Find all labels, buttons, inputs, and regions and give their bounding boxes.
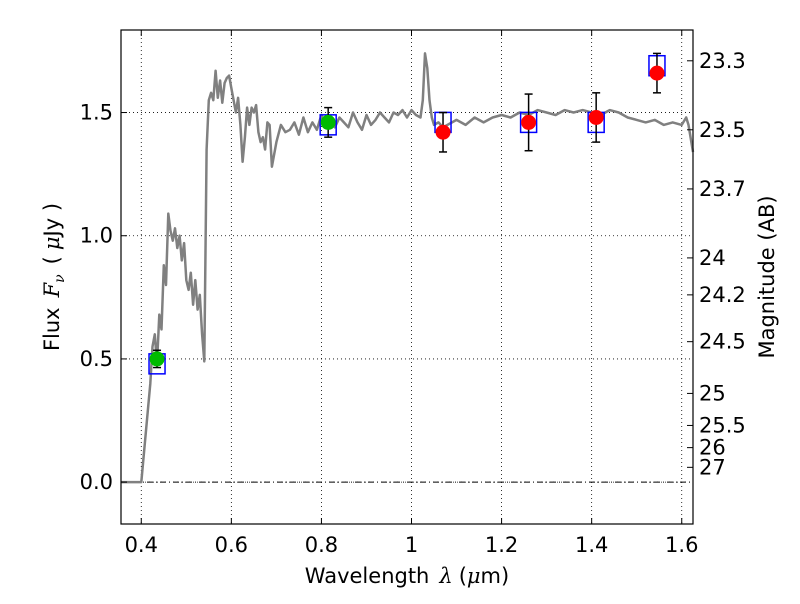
y-axis: 0.0 0.5 1.0 1.5 (80, 101, 127, 494)
observed-flux-point (435, 124, 451, 140)
y2-axis-label: Magnitude (AB) (755, 195, 779, 358)
y2-tick-label: 23.7 (699, 177, 746, 201)
x-axis: 0.4 0.6 0.8 1 1.2 1.4 1.6 (125, 30, 698, 557)
y-axis-label: FluxFν(μJy ) (40, 203, 68, 351)
observed-flux-point (149, 351, 165, 367)
y2-tick-label: 25 (699, 381, 726, 405)
y2-tick-label: 23.5 (699, 118, 746, 142)
x-axis-label: Wavelength λ (μm) (305, 564, 509, 588)
observed-flux-point (320, 114, 336, 130)
plot-background (121, 30, 693, 524)
y-tick-label: 0.0 (80, 470, 113, 494)
plot-frame (120, 29, 694, 525)
y2-tick-label: 24.2 (699, 283, 746, 307)
y2-tick-label: 26 (699, 436, 726, 460)
model-spectrum-line (121, 52, 695, 484)
observed-flux-point (649, 65, 665, 81)
y2-tick-label: 27 (699, 455, 726, 479)
x-tick-label: 1.6 (665, 533, 698, 557)
y2-tick-label: 24.5 (699, 330, 746, 354)
x-tick-label: 1 (405, 533, 418, 557)
x-tick-label: 1.2 (485, 533, 518, 557)
observed-flux-point (521, 114, 537, 130)
y-tick-label: 1.0 (80, 224, 113, 248)
x-tick-label: 0.6 (215, 533, 248, 557)
x-tick-label: 0.4 (125, 533, 158, 557)
y2-tick-label: 23.3 (699, 49, 746, 73)
x-tick-label: 0.8 (305, 533, 338, 557)
y2-tick-label: 24 (699, 246, 726, 270)
model-spectrum (121, 52, 695, 484)
y-tick-label: 1.5 (80, 101, 113, 125)
y-tick-label: 0.5 (80, 347, 113, 371)
y2-tick-label: 25.5 (699, 413, 746, 437)
observed-flux-point (588, 109, 604, 125)
x-tick-label: 1.4 (575, 533, 608, 557)
photometry-points (148, 52, 666, 375)
